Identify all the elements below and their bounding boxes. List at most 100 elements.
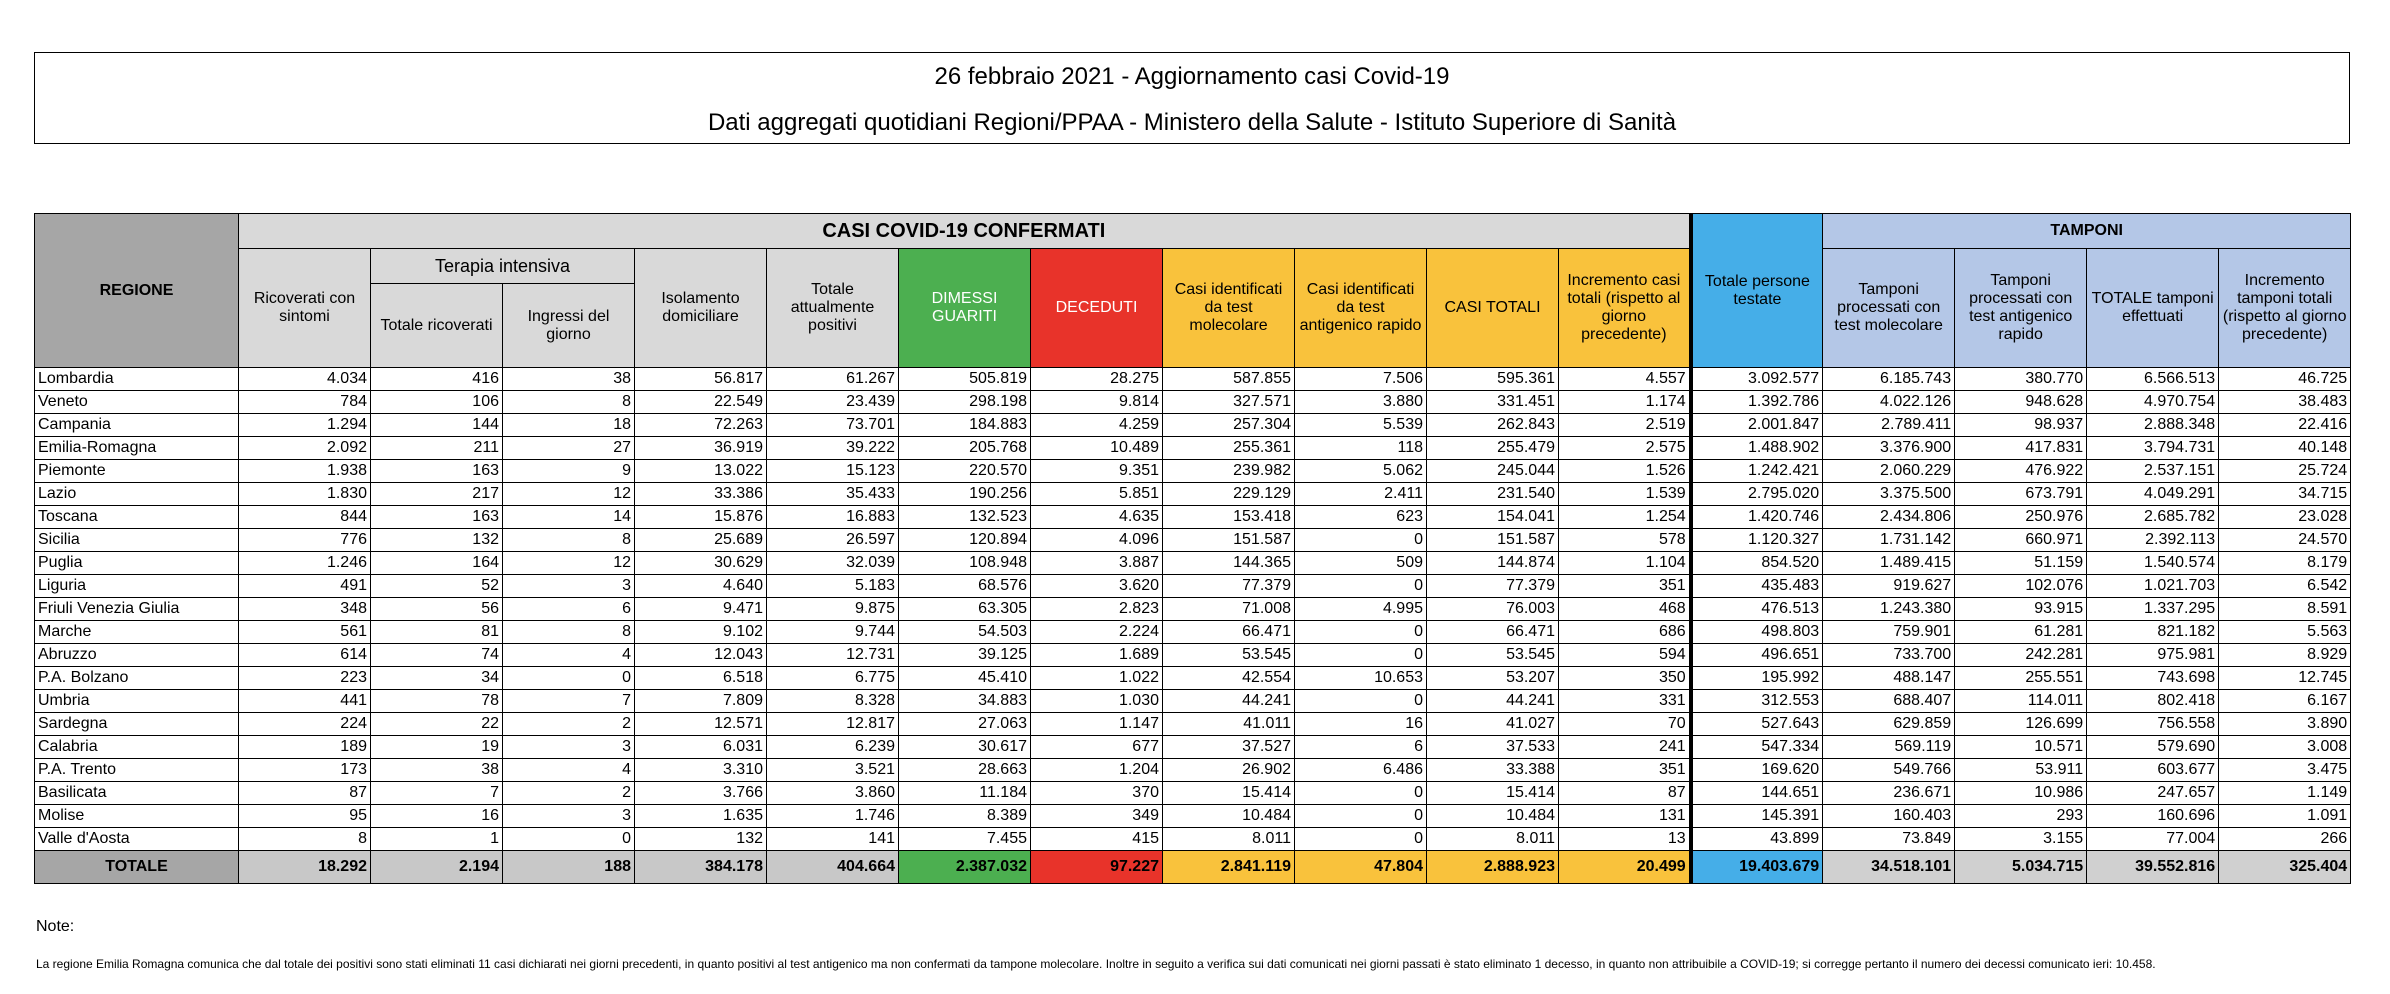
region-name: Calabria [34,735,239,759]
cell-value: 312.553 [1688,689,1824,713]
cell-value: 16 [1294,712,1427,736]
column-header: CASI TOTALI [1426,248,1559,368]
cell-value: 919.627 [1822,574,1956,598]
cell-value: 9.102 [634,620,767,644]
cell-value: 6.167 [2218,689,2352,713]
total-value: 34.518.101 [1822,850,1956,884]
region-name: Lazio [34,482,239,506]
cell-value: 41.027 [1426,712,1559,736]
cell-value: 250.976 [1954,505,2088,529]
cell-value: 13 [1557,827,1692,851]
cell-value: 108.948 [898,551,1031,575]
cell-value: 9 [502,459,635,483]
cell-value: 8.328 [766,689,899,713]
cell-value: 257.304 [1162,413,1295,437]
cell-value: 547.334 [1688,735,1824,759]
cell-value: 1.246 [238,551,371,575]
data-row: Veneto 784 106 8 22.549 23.439 298.198 9.814 327… [34,390,2352,414]
cell-value: 87 [1557,781,1692,805]
cell-value: 217 [370,482,503,506]
column-header: Incremento casi totali (rispetto al gior… [1557,248,1692,368]
cell-value: 8.929 [2218,643,2352,667]
cell-value: 0 [1294,804,1427,828]
cell-value: 1.540.574 [2086,551,2220,575]
cell-value: 756.558 [2086,712,2220,736]
cell-value: 351 [1557,574,1692,598]
cell-value: 435.483 [1688,574,1824,598]
cell-value: 23.028 [2218,505,2352,529]
cell-value: 38 [502,367,635,391]
cell-value: 331 [1557,689,1692,713]
cell-value: 56 [370,597,503,621]
cell-value: 10.484 [1162,804,1295,828]
cell-value: 688.407 [1822,689,1956,713]
subtitle: Dati aggregati quotidiani Regioni/PPAA -… [707,109,1677,136]
cell-value: 7 [370,781,503,805]
cell-value: 5.183 [766,574,899,598]
cell-value: 78 [370,689,503,713]
cell-value: 4.557 [1557,367,1692,391]
cell-value: 3.794.731 [2086,436,2220,460]
column-header: Isolamento domiciliare [634,248,767,368]
cell-value: 15.876 [634,505,767,529]
cell-value: 8.389 [898,804,1031,828]
cell-value: 0 [502,827,635,851]
cell-value: 1.392.786 [1688,390,1824,414]
cell-value: 63.305 [898,597,1031,621]
region-name: Sardegna [34,712,239,736]
cell-value: 114.011 [1954,689,2088,713]
cell-value: 0 [1294,643,1427,667]
cell-value: 38 [370,758,503,782]
column-header: DECEDUTI [1030,248,1163,368]
cell-value: 8 [502,528,635,552]
total-label: TOTALE [34,850,239,884]
data-row: Emilia-Romagna 2.092 211 27 36.919 39.222 205.… [34,436,2352,460]
cell-value: 4.096 [1030,528,1163,552]
cell-value: 6.518 [634,666,767,690]
cell-value: 1.254 [1557,505,1692,529]
region-name: Sicilia [34,528,239,552]
cell-value: 93.915 [1954,597,2088,621]
cell-value: 34 [370,666,503,690]
cell-value: 1.120.327 [1688,528,1824,552]
cell-value: 16 [370,804,503,828]
cell-value: 39.125 [898,643,1031,667]
cell-value: 241 [1557,735,1692,759]
cell-value: 350 [1557,666,1692,690]
cell-value: 1.337.295 [2086,597,2220,621]
cell-value: 247.657 [2086,781,2220,805]
cell-value: 496.651 [1688,643,1824,667]
note-text: La regione Emilia Romagna comunica che d… [36,957,2156,971]
total-value: 2.194 [370,850,503,884]
cell-value: 229.129 [1162,482,1295,506]
region-name: P.A. Trento [34,758,239,782]
cell-value: 9.814 [1030,390,1163,414]
cell-value: 27 [502,436,635,460]
cell-value: 4.034 [238,367,371,391]
cell-value: 12.571 [634,712,767,736]
cell-value: 44.241 [1162,689,1295,713]
region-header: REGIONE [34,213,239,368]
cell-value: 53.545 [1162,643,1295,667]
cell-value: 51.159 [1954,551,2088,575]
cell-value: 759.901 [1822,620,1956,644]
cell-value: 4.970.754 [2086,390,2220,414]
cell-value: 417.831 [1954,436,2088,460]
cell-value: 184.883 [898,413,1031,437]
cell-value: 41.011 [1162,712,1295,736]
data-row: Sicilia 776 132 8 25.689 26.597 120.894 4.096 15… [34,528,2352,552]
cell-value: 5.851 [1030,482,1163,506]
cell-value: 578 [1557,528,1692,552]
cell-value: 6 [502,597,635,621]
cell-value: 4.022.126 [1822,390,1956,414]
cell-value: 22.549 [634,390,767,414]
cell-value: 61.281 [1954,620,2088,644]
cell-value: 2.392.113 [2086,528,2220,552]
data-row: Piemonte 1.938 163 9 13.022 15.123 220.570 9.35… [34,459,2352,483]
cell-value: 1.243.380 [1822,597,1956,621]
cell-value: 131 [1557,804,1692,828]
cell-value: 5.539 [1294,413,1427,437]
cell-value: 975.981 [2086,643,2220,667]
cell-value: 15.414 [1426,781,1559,805]
